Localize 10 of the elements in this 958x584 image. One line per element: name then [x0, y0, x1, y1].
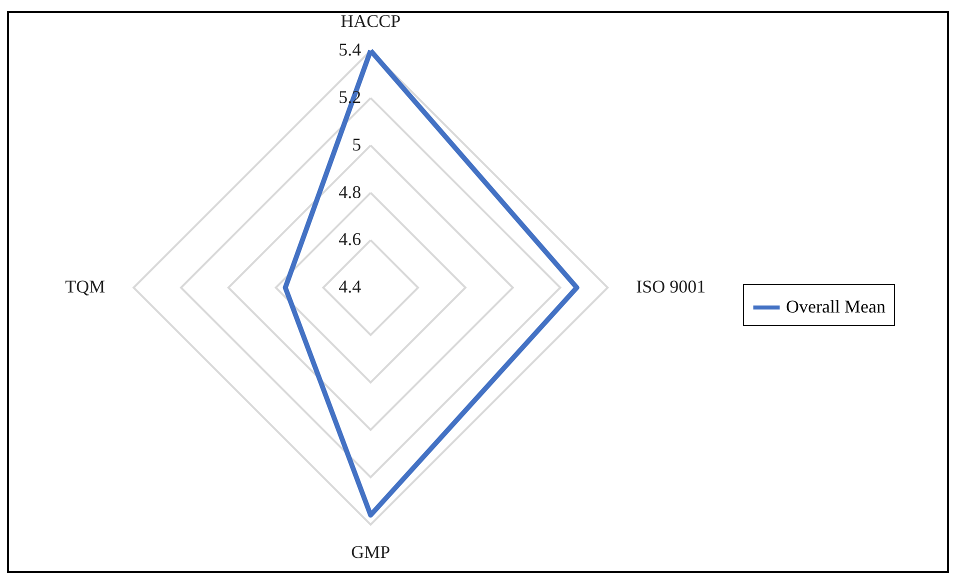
spoke-label: HACCP [340, 11, 401, 32]
spoke-label: TQM [65, 276, 106, 297]
legend-label: Overall Mean [786, 296, 886, 316]
y-tick-label: 4.8 [338, 182, 362, 202]
y-tick-label: 5.4 [338, 40, 362, 60]
y-tick-label: 4.6 [338, 229, 362, 250]
spoke-label: GMP [351, 542, 390, 562]
y-tick-label: 4.4 [338, 276, 362, 297]
y-tick-label: 5 [352, 134, 362, 154]
spoke-label: ISO 9001 [636, 276, 706, 297]
